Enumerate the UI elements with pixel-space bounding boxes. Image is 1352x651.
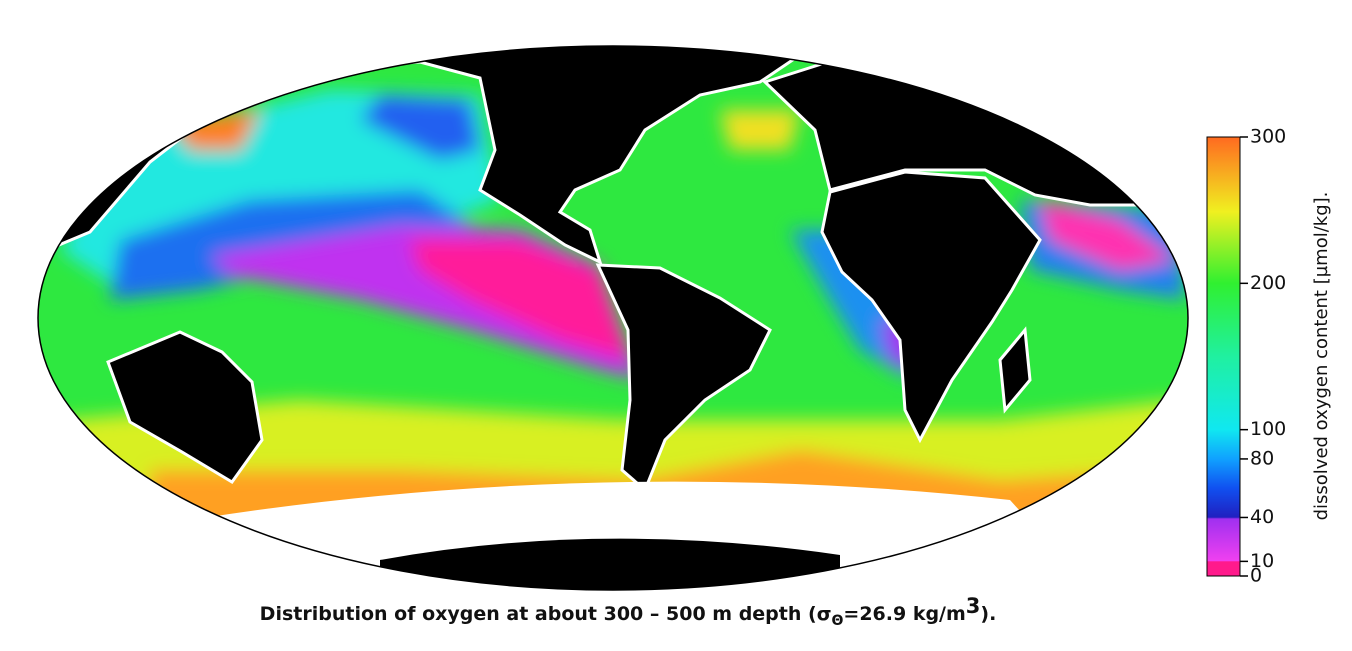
colorbar-tick-label: 10 [1250,550,1274,572]
antarctica-shade [380,538,840,590]
colorbar-tick-label: 0 [1250,565,1262,587]
caption-subscript: Θ [832,613,844,629]
colorbar-label: dissolved oxygen content [µmol/kg]. [1311,192,1332,521]
colorbar-tick-label: 200 [1250,272,1286,294]
caption: Distribution of oxygen at about 300 – 50… [260,594,997,629]
colorbar [1206,136,1241,577]
caption-end: ). [980,603,996,625]
colorbar-tick-label: 80 [1250,447,1274,469]
colorbar-tick-label: 40 [1250,506,1274,528]
map-outline [37,45,1189,591]
caption-superscript: 3 [966,594,981,618]
colorbar-tick-label: 100 [1250,418,1286,440]
colorbar-ticks: 010 40 80 100 200 300 [1240,126,1286,587]
colorbar-tick-label: 300 [1250,126,1286,148]
land [38,46,1188,493]
caption-middle: =26.9 kg/m [843,603,965,625]
world-map [38,46,1188,590]
caption-main: Distribution of oxygen at about 300 – 50… [260,603,832,625]
